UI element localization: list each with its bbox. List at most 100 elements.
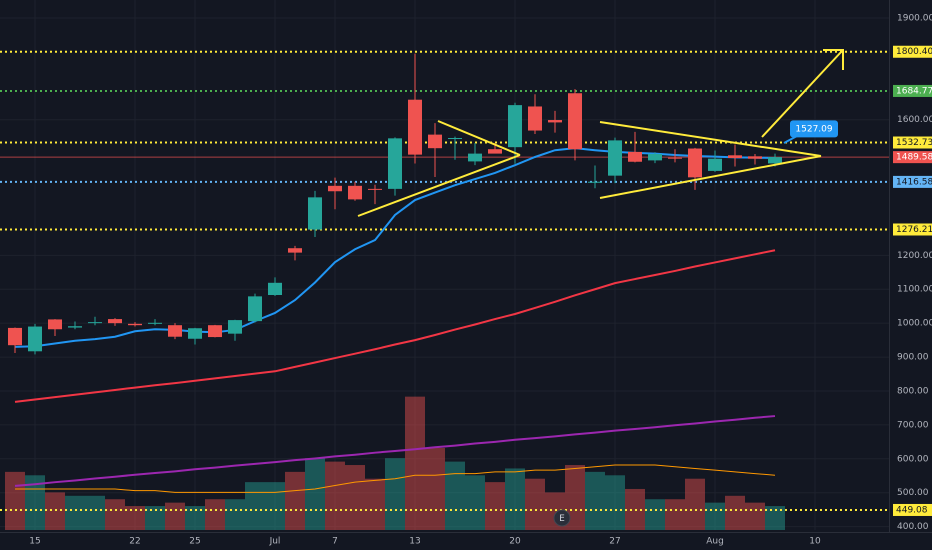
level-label: 1684.77 (896, 86, 932, 96)
candle-body (388, 138, 402, 189)
candle-body (588, 181, 602, 183)
level-label-box (893, 45, 932, 58)
volume-bar (105, 499, 125, 530)
moving-average-line (14, 415, 776, 487)
candle-body (768, 157, 782, 164)
axes: 1900.00 1600.00 1200.00 1100.00 1000.00 900.0… (29, 13, 932, 546)
volume-bar (185, 506, 205, 530)
x-tick-label: 20 (509, 537, 521, 547)
volume-bar (85, 495, 105, 530)
candle-body (188, 328, 202, 339)
volume-bar (705, 502, 725, 530)
candle-body (108, 319, 122, 324)
x-tick-label: Aug (706, 537, 724, 547)
volume-bar (585, 471, 605, 530)
x-tick-label: Jul (269, 537, 281, 547)
candle-body (308, 197, 322, 230)
moving-average-line (14, 147, 776, 348)
volume-bar (665, 499, 685, 530)
x-tick-label: 27 (609, 537, 620, 547)
candle-body (48, 319, 62, 330)
volume-bar (765, 506, 785, 530)
trendline (437, 120, 521, 156)
volume-bar (205, 499, 225, 530)
candle-body (128, 323, 142, 326)
y-tick-label: 400.00 (897, 522, 929, 532)
candle-body (648, 153, 662, 161)
level-label: 1800.40 (896, 47, 932, 57)
candle-body (288, 248, 302, 253)
candle-body (28, 326, 42, 352)
volume-bar (45, 492, 65, 530)
candle-body (68, 326, 82, 328)
y-tick-label: 700.00 (897, 420, 929, 430)
candle-body (508, 105, 522, 148)
volume-bar (505, 468, 525, 530)
candle-body (428, 134, 442, 149)
candle-body (228, 320, 242, 334)
candle-body (608, 140, 622, 176)
level-label-box (893, 223, 932, 236)
candle-body (708, 158, 722, 171)
arrow-line (761, 50, 843, 138)
candle-body (268, 282, 282, 296)
arrow-head (823, 49, 844, 70)
volume-bar (405, 396, 425, 530)
candle-body (568, 93, 582, 150)
grid (0, 0, 889, 530)
note-box (790, 120, 838, 138)
candles-layer (8, 53, 782, 355)
level-label: 1276.21 (896, 225, 932, 235)
y-tick-label: 1200.00 (897, 251, 932, 261)
last-price-box (893, 151, 932, 164)
volume-bar (465, 475, 485, 530)
note-label: 1527.09 (795, 124, 832, 134)
level-label: 1532.73 (896, 138, 932, 148)
volume-bar (125, 506, 145, 530)
volume-bar (225, 499, 245, 530)
volume-bar (745, 502, 765, 530)
candle-body (728, 155, 742, 159)
candle-body (408, 99, 422, 155)
candle-body (8, 327, 22, 346)
y-tick-label: 500.00 (897, 488, 929, 498)
level-label-box (893, 136, 932, 149)
level-label: 449.08 (896, 505, 928, 515)
candle-body (348, 185, 362, 200)
x-tick-label: 7 (332, 537, 338, 547)
x-tick-label: 10 (809, 537, 821, 547)
volume-bar (245, 482, 265, 530)
candle-body (208, 325, 222, 338)
volume-bar (285, 471, 305, 530)
trendline (599, 155, 822, 199)
volume-bar (265, 482, 285, 530)
volume-bar (645, 499, 665, 530)
event-marker (553, 509, 571, 527)
candle-body (668, 157, 682, 159)
candle-body (468, 153, 482, 162)
candle-body (148, 322, 162, 324)
volume-bar (525, 478, 545, 530)
labels-layer: 1800.40 1684.77 1532.73 1416.58 1276.21 449.0… (553, 45, 932, 527)
x-tick-label: 15 (29, 537, 40, 547)
volume-bar (445, 461, 465, 530)
volume-bar (305, 458, 325, 530)
y-tick-label: 800.00 (897, 386, 929, 396)
volume-bar (725, 495, 745, 530)
lines-layer (14, 147, 776, 493)
last-price-label: 1489.58 (896, 153, 932, 163)
candle-body (88, 322, 102, 324)
volume-bar (605, 475, 625, 530)
x-tick-label: 13 (409, 537, 420, 547)
candle-body (548, 120, 562, 123)
volume-bar (345, 465, 365, 530)
volume-bar (145, 506, 165, 530)
trendline (357, 154, 521, 217)
y-tick-label: 1000.00 (897, 319, 932, 329)
volume-bar (5, 471, 25, 530)
candle-body (688, 148, 702, 178)
y-tick-label: 600.00 (897, 454, 929, 464)
volume-bar (165, 502, 185, 530)
